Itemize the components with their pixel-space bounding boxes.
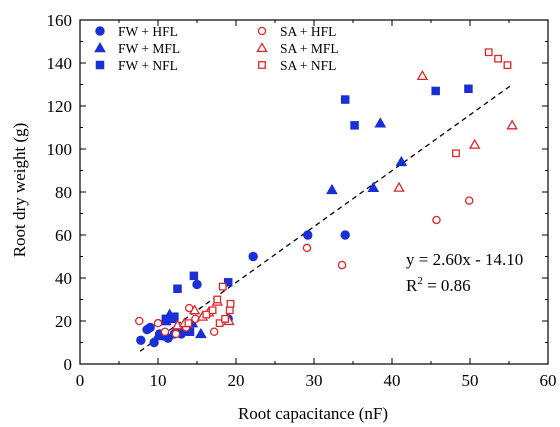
point-sa-hfl [302,243,312,253]
r-squared: R2 = 0.86 [406,275,471,295]
legend-label-fw-hfl: FW + HFL [118,24,178,39]
x-tick-label: 0 [76,371,85,390]
trendline-path [139,85,511,352]
regression-equation: y = 2.60x - 14.10 [406,250,523,269]
point-fw-nfl [170,312,179,321]
point-sa-nfl [184,319,193,328]
point-fw-nfl [173,284,182,293]
point-sa-mfl [468,138,481,149]
point-sa-hfl [209,327,219,336]
point-fw-hfl [340,230,350,240]
x-tick-label: 40 [384,371,401,390]
axes: 0 10 20 30 40 50 60 0 20 40 60 80 100 120 140 160 [47,11,557,390]
y-tick-label: 140 [47,54,73,73]
regression-annotation: y = 2.60x - 14.10 R2 = 0.86 [406,250,523,295]
x-tick-label: 50 [462,371,479,390]
point-fw-nfl [223,278,233,287]
point-sa-hfl [171,329,181,339]
legend-marker-sa-mfl [256,42,268,53]
point-sa-nfl [221,314,229,323]
y-tick-label: 40 [55,269,72,288]
point-fw-nfl [340,95,350,104]
point-sa-nfl [452,149,460,158]
legend-marker-fw-nfl [95,60,105,70]
point-sa-mfl [506,119,518,130]
point-fw-nfl [350,121,359,130]
point-sa-hfl [135,316,144,326]
legend-marker-sa-nfl [258,61,266,69]
y-tick-label: 20 [55,312,72,331]
x-axis-label: Root capacitance (nF) [238,404,388,423]
x-tick-label: 10 [150,371,167,390]
point-sa-nfl [503,61,512,70]
point-sa-nfl [213,295,222,304]
point-fw-nfl [161,314,171,324]
point-sa-nfl [225,306,234,315]
point-sa-nfl [218,282,227,291]
point-fw-mfl [395,155,408,167]
point-fw-hfl [145,322,155,333]
y-tick-label: 100 [47,140,73,159]
legend-marker-fw-mfl [94,41,106,53]
point-fw-hfl [192,279,202,290]
data-points [135,48,518,348]
x-tick-label: 20 [228,371,245,390]
y-tick-label: 80 [55,183,72,202]
point-fw-hfl [248,251,258,262]
point-fw-nfl [431,86,440,96]
point-sa-hfl [337,260,347,270]
legend-label-fw-mfl: FW + MFL [118,41,180,56]
point-sa-mfl [416,69,429,80]
y-tick-label: 120 [47,97,73,116]
point-fw-nfl [189,271,199,281]
point-fw-hfl [303,230,313,240]
point-sa-nfl [202,310,211,319]
legend-marker-sa-hfl [257,26,267,36]
legend-label-fw-nfl: FW + NFL [118,58,178,73]
legend: FW + HFL FW + MFL FW + NFL SA + HFL SA + MFL… [94,24,339,73]
legend-label-sa-hfl: SA + HFL [280,24,336,39]
y-tick-label: 160 [47,11,73,30]
point-fw-mfl [326,183,338,195]
point-sa-hfl [160,327,170,336]
point-fw-mfl [367,181,380,192]
point-sa-nfl [494,54,502,63]
point-sa-mfl [188,304,201,315]
x-tick-label: 60 [540,371,557,390]
point-fw-hfl [136,335,146,346]
point-sa-hfl [153,318,163,328]
trendline [139,85,511,352]
point-fw-mfl [195,327,207,339]
x-tick-label: 30 [306,371,323,390]
legend-label-sa-nfl: SA + NFL [280,58,336,73]
point-sa-hfl [432,215,441,225]
point-fw-mfl [152,330,164,341]
point-sa-nfl [215,319,224,328]
legend-marker-fw-hfl [95,26,105,36]
y-axis-label: Root dry weight (g) [10,123,29,258]
point-sa-nfl [484,48,493,57]
legend-label-sa-mfl: SA + MFL [280,41,339,56]
point-sa-nfl [226,299,235,308]
point-sa-mfl [393,181,405,192]
point-fw-nfl [464,84,473,94]
point-sa-hfl [464,196,474,205]
y-tick-label: 60 [55,226,72,245]
point-fw-mfl [374,117,387,128]
point-sa-nfl [208,306,217,315]
y-tick-label: 0 [64,355,73,374]
